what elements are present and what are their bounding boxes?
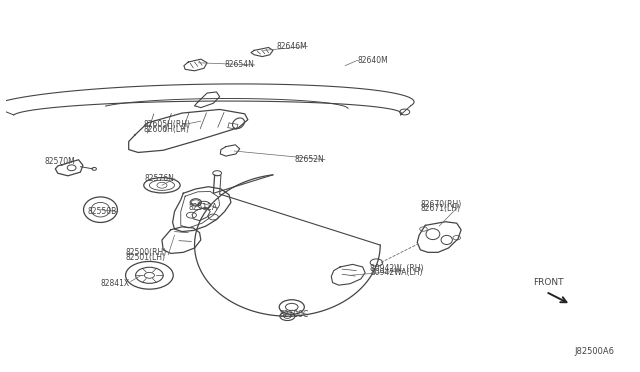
Text: 82671(LH): 82671(LH) bbox=[420, 205, 460, 214]
Text: 80942WA(LH): 80942WA(LH) bbox=[370, 268, 422, 277]
Text: 82570M: 82570M bbox=[44, 157, 75, 166]
Text: 82512A: 82512A bbox=[188, 203, 218, 212]
Text: 82550B: 82550B bbox=[88, 207, 117, 216]
Text: 82501(LH): 82501(LH) bbox=[125, 253, 166, 262]
Text: 82500(RH): 82500(RH) bbox=[125, 248, 167, 257]
Text: 82605H(RH): 82605H(RH) bbox=[143, 120, 190, 129]
Text: FRONT: FRONT bbox=[533, 278, 564, 287]
Text: 82654N: 82654N bbox=[225, 61, 255, 70]
Text: J82500A6: J82500A6 bbox=[575, 347, 615, 356]
Text: 82646M: 82646M bbox=[276, 42, 307, 51]
Text: 82652N: 82652N bbox=[295, 155, 324, 164]
Text: 82670(RH): 82670(RH) bbox=[420, 200, 461, 209]
Text: 80942W  (RH): 80942W (RH) bbox=[370, 263, 424, 273]
Text: 82576N: 82576N bbox=[145, 174, 174, 183]
Text: 82100C: 82100C bbox=[279, 310, 308, 319]
Text: 82606H(LH): 82606H(LH) bbox=[143, 125, 189, 134]
Text: 82640M: 82640M bbox=[358, 56, 388, 65]
Text: 82841X: 82841X bbox=[100, 279, 130, 288]
